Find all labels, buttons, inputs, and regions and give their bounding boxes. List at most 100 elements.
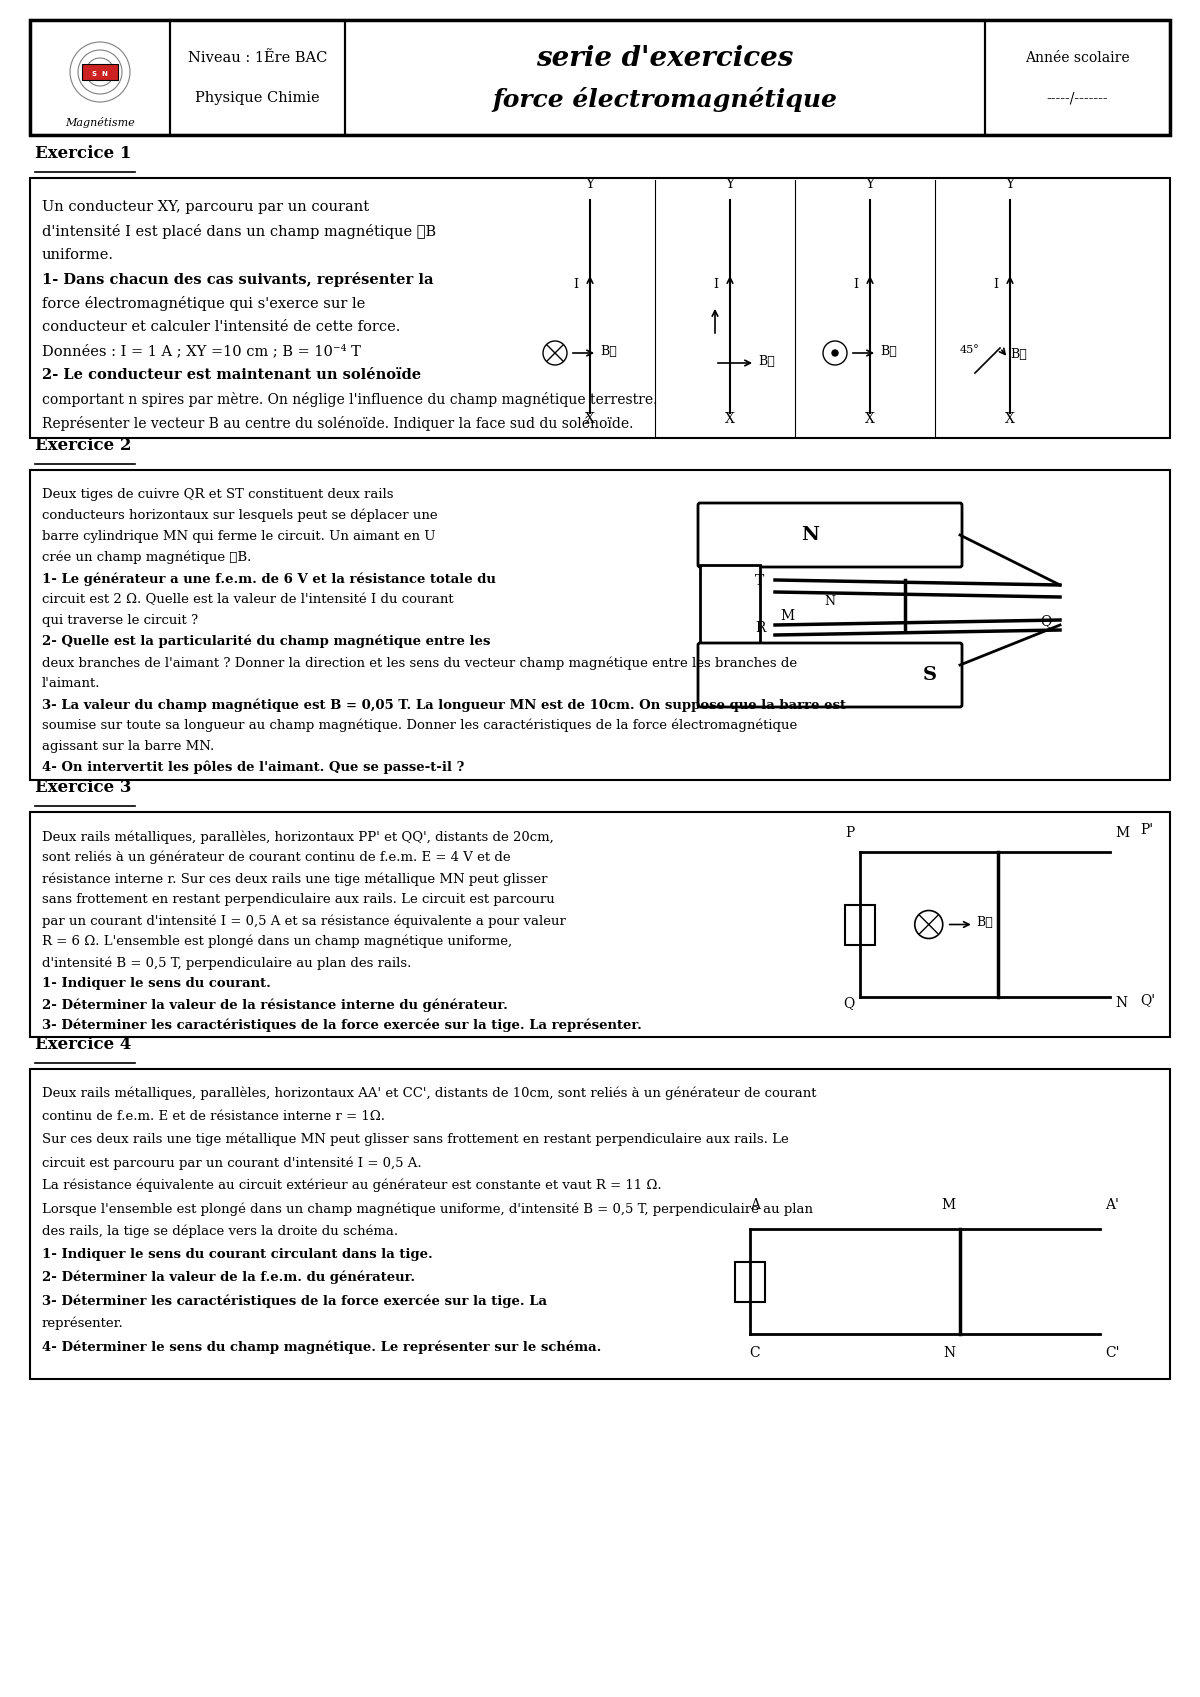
Text: P': P' <box>1140 823 1153 837</box>
Text: par un courant d'intensité I = 0,5 A et sa résistance équivalente a pour valeur: par un courant d'intensité I = 0,5 A et … <box>42 915 566 928</box>
Text: Lorsque l'ensemble est plongé dans un champ magnétique uniforme, d'intensité B =: Lorsque l'ensemble est plongé dans un ch… <box>42 1201 814 1215</box>
Text: Un conducteur XY, parcouru par un courant: Un conducteur XY, parcouru par un couran… <box>42 200 370 214</box>
Text: barre cylindrique MN qui ferme le circuit. Un aimant en U: barre cylindrique MN qui ferme le circui… <box>42 529 436 543</box>
Text: force électromagnétique: force électromagnétique <box>492 88 838 112</box>
Text: C: C <box>750 1346 761 1359</box>
Text: deux branches de l'aimant ? Donner la direction et les sens du vecteur champ mag: deux branches de l'aimant ? Donner la di… <box>42 657 797 670</box>
Text: R = 6 Ω. L'ensemble est plongé dans un champ magnétique uniforme,: R = 6 Ω. L'ensemble est plongé dans un c… <box>42 935 512 949</box>
Text: Y: Y <box>1006 176 1014 192</box>
Text: 3- Déterminer les caractéristiques de la force exercée sur la tige. La: 3- Déterminer les caractéristiques de la… <box>42 1295 547 1307</box>
Text: Représenter le vecteur B au centre du solénoïde. Indiquer la face sud du solénoï: Représenter le vecteur B au centre du so… <box>42 416 634 431</box>
Text: A': A' <box>1105 1198 1118 1212</box>
Text: I: I <box>853 278 858 290</box>
Text: R: R <box>755 621 766 635</box>
Text: 2- Déterminer la valeur de la résistance interne du générateur.: 2- Déterminer la valeur de la résistance… <box>42 998 508 1011</box>
Text: S  N: S N <box>92 71 108 76</box>
Text: conducteur et calculer l'intensité de cette force.: conducteur et calculer l'intensité de ce… <box>42 321 401 334</box>
Text: Q': Q' <box>1140 993 1156 1006</box>
FancyBboxPatch shape <box>698 643 962 708</box>
Text: Exercice 1: Exercice 1 <box>35 144 131 161</box>
Text: crée un champ magnétique ⃗B.: crée un champ magnétique ⃗B. <box>42 552 251 565</box>
Text: X: X <box>865 412 875 426</box>
Text: 4- On intervertit les pôles de l'aimant. Que se passe-t-il ?: 4- On intervertit les pôles de l'aimant.… <box>42 760 464 774</box>
FancyBboxPatch shape <box>734 1261 766 1302</box>
Text: P: P <box>846 826 854 840</box>
Text: des rails, la tige se déplace vers la droite du schéma.: des rails, la tige se déplace vers la dr… <box>42 1225 398 1239</box>
Text: 4- Déterminer le sens du champ magnétique. Le représenter sur le schéma.: 4- Déterminer le sens du champ magnétiqu… <box>42 1341 601 1354</box>
Text: résistance interne r. Sur ces deux rails une tige métallique MN peut glisser: résistance interne r. Sur ces deux rails… <box>42 872 547 886</box>
Text: X: X <box>725 412 734 426</box>
Text: I: I <box>713 278 718 290</box>
Text: 45°: 45° <box>960 344 979 355</box>
Text: l'aimant.: l'aimant. <box>42 677 101 691</box>
Text: B⃗: B⃗ <box>880 344 896 358</box>
Text: Magnétisme: Magnétisme <box>65 117 134 129</box>
Text: 2- Quelle est la particularité du champ magnétique entre les: 2- Quelle est la particularité du champ … <box>42 635 491 648</box>
Text: -----/-------: -----/------- <box>1046 92 1109 105</box>
Text: N: N <box>943 1346 955 1359</box>
Text: continu de f.e.m. E et de résistance interne r = 1Ω.: continu de f.e.m. E et de résistance int… <box>42 1110 385 1123</box>
Text: représenter.: représenter. <box>42 1317 124 1330</box>
FancyBboxPatch shape <box>700 565 760 645</box>
FancyBboxPatch shape <box>82 64 118 80</box>
Text: B⃗: B⃗ <box>600 344 617 358</box>
FancyBboxPatch shape <box>698 502 962 567</box>
Text: Q: Q <box>1040 614 1051 628</box>
Text: conducteurs horizontaux sur lesquels peut se déplacer une: conducteurs horizontaux sur lesquels peu… <box>42 509 438 523</box>
Text: N: N <box>1115 996 1127 1010</box>
Text: M: M <box>941 1198 955 1212</box>
Text: 2- Déterminer la valeur de la f.e.m. du générateur.: 2- Déterminer la valeur de la f.e.m. du … <box>42 1271 415 1285</box>
Text: comportant n spires par mètre. On néglige l'influence du champ magnétique terres: comportant n spires par mètre. On néglig… <box>42 392 658 407</box>
Circle shape <box>832 350 838 356</box>
Text: Année scolaire: Année scolaire <box>1025 51 1130 64</box>
Text: soumise sur toute sa longueur au champ magnétique. Donner les caractéristiques d: soumise sur toute sa longueur au champ m… <box>42 720 797 733</box>
Text: circuit est parcouru par un courant d'intensité I = 0,5 A.: circuit est parcouru par un courant d'in… <box>42 1156 421 1169</box>
Text: Sur ces deux rails une tige métallique MN peut glisser sans frottement en restan: Sur ces deux rails une tige métallique M… <box>42 1134 788 1147</box>
Text: S: S <box>923 665 937 684</box>
Text: Niveau : 1Ẽre BAC: Niveau : 1Ẽre BAC <box>188 51 328 64</box>
Text: 1- Indiquer le sens du courant circulant dans la tige.: 1- Indiquer le sens du courant circulant… <box>42 1247 433 1261</box>
Text: Deux rails métalliques, parallèles, horizontaux PP' et QQ', distants de 20cm,: Deux rails métalliques, parallèles, hori… <box>42 830 553 843</box>
Text: force électromagnétique qui s'exerce sur le: force électromagnétique qui s'exerce sur… <box>42 295 365 311</box>
Text: X: X <box>586 412 595 426</box>
Text: B⃗: B⃗ <box>1010 348 1027 361</box>
Text: B⃗: B⃗ <box>977 916 994 930</box>
Text: B⃗: B⃗ <box>758 355 775 368</box>
Text: I: I <box>994 278 998 290</box>
Text: uniforme.: uniforme. <box>42 248 114 261</box>
Text: agissant sur la barre MN.: agissant sur la barre MN. <box>42 740 215 753</box>
Text: 3- Déterminer les caractéristiques de la force exercée sur la tige. La représent: 3- Déterminer les caractéristiques de la… <box>42 1018 642 1032</box>
Text: Y: Y <box>586 176 594 192</box>
Text: 3- La valeur du champ magnétique est B = 0,05 T. La longueur MN est de 10cm. On : 3- La valeur du champ magnétique est B =… <box>42 697 846 711</box>
Text: N: N <box>824 596 835 608</box>
Text: Données : I = 1 A ; XY =10 cm ; B = 10⁻⁴ T: Données : I = 1 A ; XY =10 cm ; B = 10⁻⁴… <box>42 344 361 358</box>
Text: serie d'exercices: serie d'exercices <box>536 44 793 71</box>
Text: 2- Le conducteur est maintenant un solénoïde: 2- Le conducteur est maintenant un solén… <box>42 368 421 382</box>
Text: qui traverse le circuit ?: qui traverse le circuit ? <box>42 614 198 626</box>
Text: Q: Q <box>844 996 854 1010</box>
Text: Exercice 3: Exercice 3 <box>35 779 132 796</box>
FancyBboxPatch shape <box>845 905 875 945</box>
Text: 1- Le générateur a une f.e.m. de 6 V et la résistance totale du: 1- Le générateur a une f.e.m. de 6 V et … <box>42 572 496 585</box>
Text: I: I <box>574 278 578 290</box>
Text: M: M <box>780 609 794 623</box>
Text: A: A <box>750 1198 760 1212</box>
Text: C': C' <box>1105 1346 1120 1359</box>
Text: M: M <box>1115 826 1129 840</box>
Text: 1- Indiquer le sens du courant.: 1- Indiquer le sens du courant. <box>42 977 271 989</box>
Text: X: X <box>1006 412 1015 426</box>
Text: Y: Y <box>865 176 875 192</box>
Text: circuit est 2 Ω. Quelle est la valeur de l'intensité I du courant: circuit est 2 Ω. Quelle est la valeur de… <box>42 592 454 606</box>
Text: Exercice 4: Exercice 4 <box>35 1035 131 1054</box>
Text: d'intensité I est placé dans un champ magnétique ⃗B: d'intensité I est placé dans un champ ma… <box>42 224 436 239</box>
Text: N: N <box>802 526 818 545</box>
Text: sont reliés à un générateur de courant continu de f.e.m. E = 4 V et de: sont reliés à un générateur de courant c… <box>42 850 511 864</box>
Text: Physique Chimie: Physique Chimie <box>196 92 320 105</box>
Text: sans frottement en restant perpendiculaire aux rails. Le circuit est parcouru: sans frottement en restant perpendiculai… <box>42 893 554 906</box>
Text: Y: Y <box>726 176 734 192</box>
Text: Exercice 2: Exercice 2 <box>35 438 132 455</box>
Text: Deux rails métalliques, parallèles, horizontaux AA' et CC', distants de 10cm, so: Deux rails métalliques, parallèles, hori… <box>42 1088 816 1100</box>
Text: La résistance équivalente au circuit extérieur au générateur est constante et va: La résistance équivalente au circuit ext… <box>42 1179 661 1193</box>
Text: d'intensité B = 0,5 T, perpendiculaire au plan des rails.: d'intensité B = 0,5 T, perpendiculaire a… <box>42 955 412 969</box>
Text: T: T <box>755 574 764 587</box>
